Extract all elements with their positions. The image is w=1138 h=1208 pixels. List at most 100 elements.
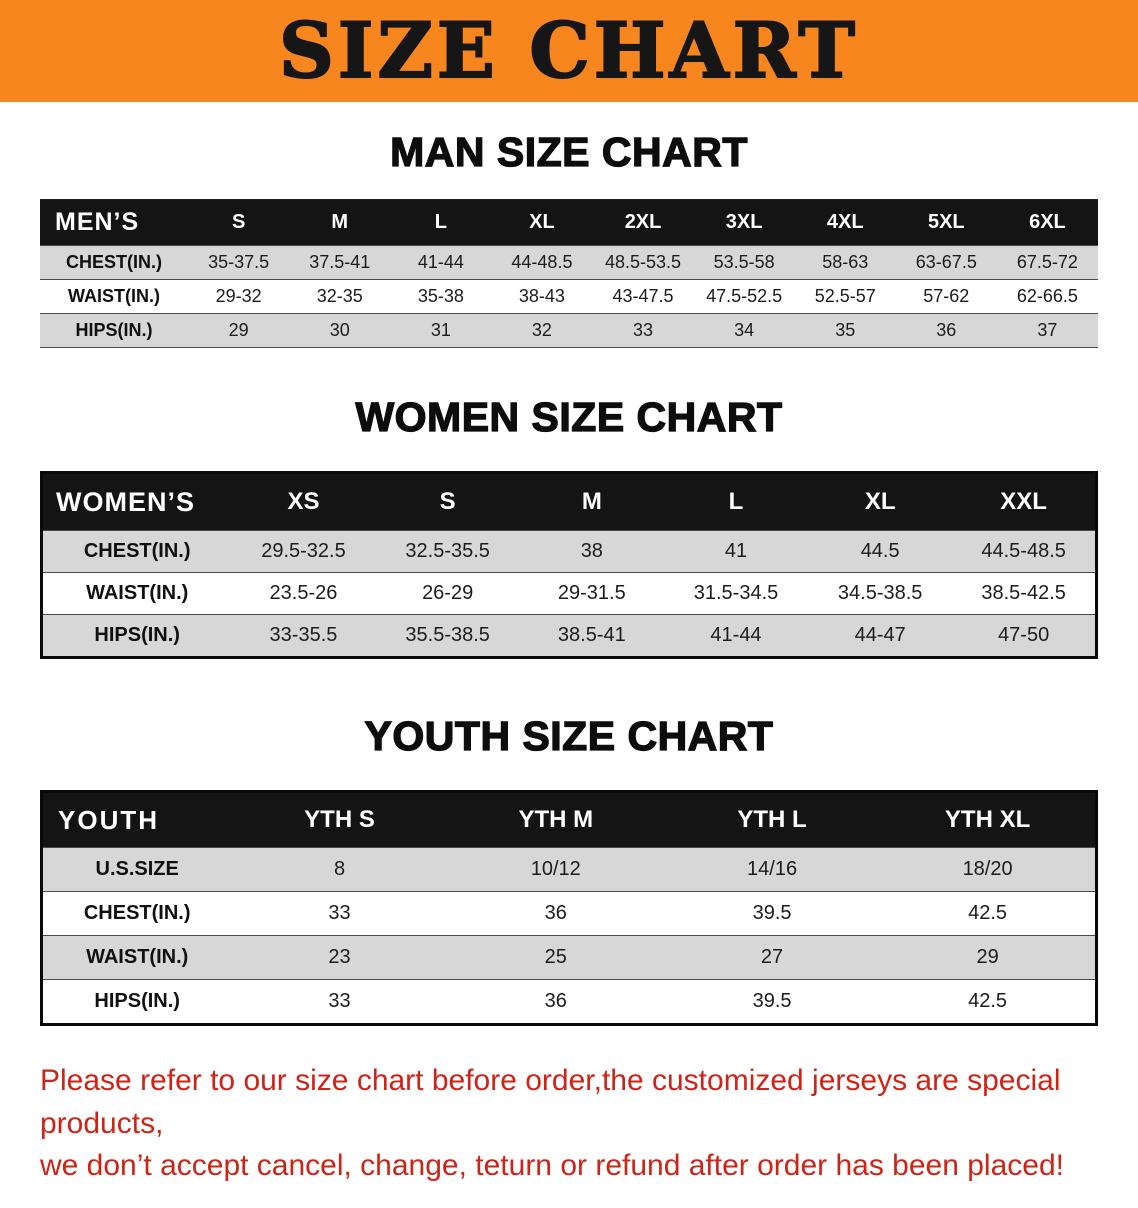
size-value-cell: 39.5 xyxy=(663,979,881,1025)
row-label: CHEST(IN.) xyxy=(41,530,232,573)
row-label: WAIST(IN.) xyxy=(40,279,189,314)
column-header: S xyxy=(231,211,246,233)
column-header: XL xyxy=(864,488,896,515)
column-header: 3XL xyxy=(725,211,763,233)
size-value-cell: 52.5-57 xyxy=(794,279,896,314)
column-header: L xyxy=(728,488,744,515)
size-value-cell: 41 xyxy=(663,530,809,573)
size-value-cell: 63-67.5 xyxy=(895,245,997,280)
size-value-cell: 34 xyxy=(693,313,795,348)
size-value-cell: 47-50 xyxy=(952,614,1097,658)
women-section-heading: WOMEN SIZE CHART xyxy=(355,393,783,440)
disclaimer: Please refer to our size chart before or… xyxy=(0,1026,1138,1208)
youth-size-table: YOUTH YTH S YTH M YTH L YTH XL U.S.SIZE 8 10/12… xyxy=(40,790,1098,1026)
size-value-cell: 44.5 xyxy=(808,530,953,573)
size-value-cell: 10/12 xyxy=(447,847,664,892)
row-label: U.S.SIZE xyxy=(41,847,232,892)
youth-size-chart-section: YOUTH SIZE CHART YOUTH YTH S YTH M YTH L YTH … xyxy=(0,712,1138,1026)
youth-group-label: YOUTH xyxy=(58,804,159,835)
row-label: HIPS(IN.) xyxy=(41,979,232,1025)
column-header: 5XL xyxy=(927,211,965,233)
size-value-cell: 31.5-34.5 xyxy=(663,572,809,615)
women-table-head: WOMEN’S XS S M L XL XXL xyxy=(41,472,1097,531)
table-row: HIPS(IN.) 29 30 31 32 33 34 35 36 37 xyxy=(40,313,1098,348)
women-group-label: WOMEN’S xyxy=(56,486,195,517)
size-value-cell: 38 xyxy=(519,530,664,573)
header-row: MEN’S S M L XL 2XL 3XL 4XL 5XL 6XL xyxy=(40,199,1098,246)
men-section-heading: MAN SIZE CHART xyxy=(389,128,748,175)
column-header: XL xyxy=(529,211,555,233)
row-label: WAIST(IN.) xyxy=(41,935,232,980)
table-row: HIPS(IN.) 33 36 39.5 42.5 xyxy=(41,979,1097,1025)
column-header: YTH S xyxy=(304,806,375,833)
size-value-cell: 43-47.5 xyxy=(592,279,694,314)
size-value-cell: 42.5 xyxy=(880,979,1097,1025)
size-value-cell: 37.5-41 xyxy=(289,245,391,280)
page-title: SIZE CHART xyxy=(278,6,859,95)
size-value-cell: 31 xyxy=(390,313,492,348)
size-value-cell: 35 xyxy=(794,313,896,348)
size-value-cell: 37 xyxy=(996,313,1098,348)
size-value-cell: 67.5-72 xyxy=(996,245,1098,280)
size-value-cell: 36 xyxy=(895,313,997,348)
size-value-cell: 32-35 xyxy=(289,279,391,314)
women-size-chart-section: WOMEN SIZE CHART WOMEN’S XS S M L XL XXL CHEST(I… xyxy=(0,393,1138,659)
size-value-cell: 33 xyxy=(231,891,448,936)
size-value-cell: 8 xyxy=(231,847,448,892)
size-value-cell: 32 xyxy=(491,313,593,348)
column-header: L xyxy=(434,211,447,233)
size-value-cell: 41-44 xyxy=(390,245,492,280)
header-row: WOMEN’S XS S M L XL XXL xyxy=(41,472,1097,531)
size-value-cell: 36 xyxy=(447,891,664,936)
size-value-cell: 23 xyxy=(231,935,448,980)
size-value-cell: 57-62 xyxy=(895,279,997,314)
table-row: CHEST(IN.) 29.5-32.5 32.5-35.5 38 41 44.5 44.5… xyxy=(41,530,1097,573)
size-value-cell: 29-31.5 xyxy=(519,572,664,615)
disclaimer-line-2: we don’t accept cancel, change, teturn o… xyxy=(40,1149,1064,1183)
table-row: WAIST(IN.) 23.5-26 26-29 29-31.5 31.5-34.5 34… xyxy=(41,572,1097,615)
size-value-cell: 32.5-35.5 xyxy=(375,530,520,573)
size-value-cell: 44.5-48.5 xyxy=(952,530,1097,573)
row-label: WAIST(IN.) xyxy=(41,572,232,615)
youth-section-heading: YOUTH SIZE CHART xyxy=(364,712,774,759)
men-table-head: MEN’S S M L XL 2XL 3XL 4XL 5XL 6XL xyxy=(40,199,1098,246)
size-value-cell: 35-37.5 xyxy=(188,245,290,280)
men-table-body: CHEST(IN.) 35-37.5 37.5-41 41-44 44-48.5 48.5… xyxy=(40,245,1098,348)
column-header: M xyxy=(331,211,349,233)
row-label: CHEST(IN.) xyxy=(41,891,232,936)
size-value-cell: 35-38 xyxy=(390,279,492,314)
size-value-cell: 33-35.5 xyxy=(231,614,376,658)
table-row: HIPS(IN.) 33-35.5 35.5-38.5 38.5-41 41-44 44-… xyxy=(41,614,1097,658)
size-value-cell: 27 xyxy=(663,935,881,980)
women-table-body: CHEST(IN.) 29.5-32.5 32.5-35.5 38 41 44.5 44.5… xyxy=(41,530,1097,658)
youth-table-head: YOUTH YTH S YTH M YTH L YTH XL xyxy=(41,791,1097,848)
table-row: CHEST(IN.) 33 36 39.5 42.5 xyxy=(41,891,1097,936)
men-size-table: MEN’S S M L XL 2XL 3XL 4XL 5XL 6XL CHEST(IN.) 35-37… xyxy=(40,199,1098,348)
size-value-cell: 62-66.5 xyxy=(996,279,1098,314)
size-value-cell: 53.5-58 xyxy=(693,245,795,280)
size-value-cell: 38.5-42.5 xyxy=(952,572,1097,615)
column-header: 4XL xyxy=(826,211,864,233)
header-row: YOUTH YTH S YTH M YTH L YTH XL xyxy=(41,791,1097,848)
size-value-cell: 14/16 xyxy=(663,847,881,892)
size-value-cell: 36 xyxy=(447,979,664,1025)
size-value-cell: 29-32 xyxy=(188,279,290,314)
size-value-cell: 26-29 xyxy=(375,572,520,615)
size-value-cell: 38.5-41 xyxy=(519,614,664,658)
size-value-cell: 34.5-38.5 xyxy=(808,572,953,615)
banner: SIZE CHART xyxy=(0,0,1138,102)
column-header: YTH XL xyxy=(944,806,1031,833)
size-value-cell: 38-43 xyxy=(491,279,593,314)
size-value-cell: 23.5-26 xyxy=(231,572,376,615)
size-value-cell: 29 xyxy=(880,935,1097,980)
size-value-cell: 47.5-52.5 xyxy=(693,279,795,314)
column-header: YTH L xyxy=(737,806,807,833)
disclaimer-line-1: Please refer to our size chart before or… xyxy=(40,1064,1061,1140)
column-header: XXL xyxy=(1000,488,1047,515)
column-header: 6XL xyxy=(1029,211,1066,233)
size-value-cell: 29.5-32.5 xyxy=(231,530,376,573)
size-value-cell: 42.5 xyxy=(880,891,1097,936)
row-label: HIPS(IN.) xyxy=(40,313,189,348)
size-value-cell: 25 xyxy=(447,935,664,980)
